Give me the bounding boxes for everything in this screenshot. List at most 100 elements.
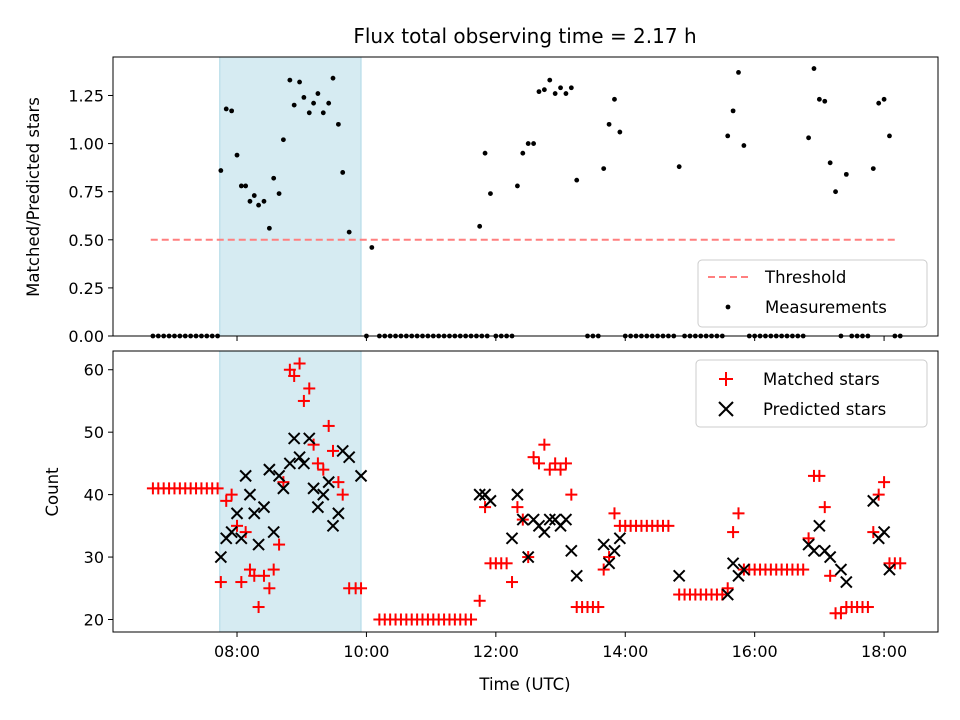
measurement-point <box>827 160 833 166</box>
measurement-point <box>601 166 607 172</box>
count-axes-frame <box>112 350 939 633</box>
matched-star-point <box>802 532 815 545</box>
predicted-star-point <box>342 450 356 464</box>
measurement-point <box>251 193 257 198</box>
predicted-star-point <box>834 563 848 576</box>
predicted-star-point <box>726 557 740 570</box>
measurement-point <box>243 183 249 189</box>
matched-star-point <box>527 451 540 464</box>
measurement-point <box>287 77 293 83</box>
predicted-star-point <box>823 550 837 564</box>
predicted-star-point <box>565 544 578 558</box>
count-panel: 20 30 40 50 60 08:00 10:00 12:00 14:00 16:00 18:0… <box>43 350 939 694</box>
predicted-star-point <box>267 525 280 539</box>
matched-star-point <box>834 607 847 620</box>
predicted-star-point <box>230 507 244 520</box>
matched-star-point <box>267 563 280 576</box>
predicted-star-point <box>877 525 891 539</box>
x-tick-label: 16:00 <box>732 642 778 661</box>
matched-star-point <box>293 357 306 370</box>
count-y-tick-label: 40 <box>84 486 104 505</box>
measurement-point <box>482 150 488 156</box>
matched-star-point <box>307 438 320 451</box>
matched-star-point <box>263 582 276 595</box>
matched-star-point <box>894 557 907 570</box>
observing-window-shade <box>219 56 362 337</box>
measurement-point <box>816 96 822 102</box>
count-legend: Matched stars Predicted stars <box>695 359 928 428</box>
measurement-point <box>515 183 520 189</box>
matched-star-point <box>277 476 290 489</box>
predicted-star-point <box>248 507 261 520</box>
x-tick-label: 18:00 <box>861 642 907 661</box>
measurement-point <box>301 95 307 100</box>
matched-star-point <box>317 463 330 476</box>
measurement-point <box>881 96 887 102</box>
predicted-star-point <box>332 507 345 520</box>
measurement-point <box>320 110 326 116</box>
predicted-star-point <box>293 450 306 464</box>
matched-star-point <box>500 557 513 570</box>
predicted-star-point <box>354 469 368 483</box>
measurement-point <box>291 102 297 108</box>
legend-measurement-swatch <box>725 304 731 310</box>
measurement-point <box>223 106 229 112</box>
measurement-point <box>725 133 731 139</box>
chart-title: Flux total observing time = 2.17 h <box>353 24 696 48</box>
predicted-star-point <box>322 475 335 489</box>
matched-star-point <box>813 469 826 482</box>
predicted-star-point <box>252 538 265 551</box>
count-y-tick-label: 20 <box>84 611 104 630</box>
matched-star-point <box>283 363 296 376</box>
predicted-star-point <box>214 550 228 564</box>
legend-threshold-label: Threshold <box>764 268 846 287</box>
predicted-star-point <box>538 525 551 539</box>
matched-star-point <box>214 576 227 589</box>
matched-star-point <box>220 494 233 507</box>
matched-star-point <box>549 457 562 470</box>
measurement-point <box>256 202 261 208</box>
measurement-point <box>574 177 580 183</box>
measurement-point <box>552 91 558 96</box>
measurement-point <box>833 189 838 195</box>
measurement-point <box>280 137 286 143</box>
measurement-point <box>218 168 224 173</box>
predicted-star-point <box>737 563 751 576</box>
predicted-star-point <box>559 513 573 526</box>
matched-star-point <box>867 526 880 539</box>
predicted-star-point <box>543 513 556 526</box>
count-y-axis-label: Count <box>43 467 62 517</box>
matched-star-point <box>608 507 621 520</box>
matched-star-point <box>559 457 572 470</box>
measurement-point <box>311 100 316 106</box>
predicted-star-point <box>505 532 519 545</box>
predicted-star-point <box>307 482 320 495</box>
matched-star-point <box>288 369 301 382</box>
measurement-point <box>346 229 352 235</box>
measurement-point <box>541 87 547 93</box>
ratio-y-tick-label: 0.75 <box>68 183 104 202</box>
predicted-star-point <box>608 544 621 558</box>
measurement-point <box>297 79 302 85</box>
matched-points <box>146 357 907 626</box>
ratio-y-tick-label: 0.50 <box>68 231 104 250</box>
measurement-point <box>238 183 244 189</box>
matched-star-point <box>565 488 578 501</box>
measurement-point <box>271 175 277 181</box>
matched-star-point <box>465 613 478 626</box>
matched-star-point <box>257 569 270 582</box>
predicted-star-point <box>570 569 583 583</box>
matched-star-point <box>473 594 486 607</box>
predicted-star-point <box>672 569 686 583</box>
matched-star-point <box>303 382 316 395</box>
matched-star-point <box>243 563 256 576</box>
legend-matched-label: Matched stars <box>763 370 880 389</box>
predicted-star-point <box>473 488 486 501</box>
matched-star-point <box>511 501 524 514</box>
predicted-star-point <box>597 538 610 551</box>
measurement-point <box>730 108 736 114</box>
measurement-point <box>229 108 235 114</box>
predicted-star-point <box>613 532 627 545</box>
measurement-point <box>843 171 849 177</box>
legend-matched-swatch <box>719 372 733 386</box>
